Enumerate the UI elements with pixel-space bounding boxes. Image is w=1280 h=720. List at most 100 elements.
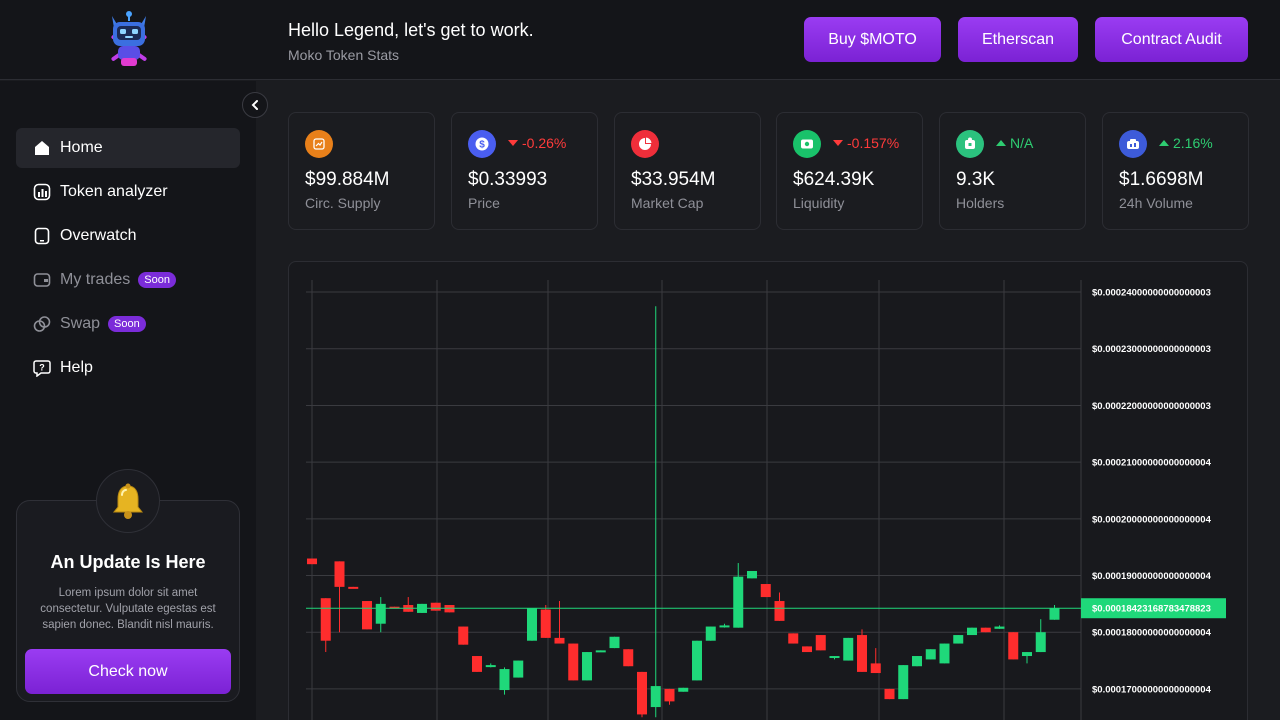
candle-down [334,561,345,587]
candle-up [719,625,730,628]
current-price-label: $0.00018423168783478823 [1092,604,1211,615]
svg-text:$: $ [479,140,485,151]
collapse-sidebar-button[interactable] [242,92,268,118]
chart-icon [32,182,52,202]
holders-icon [956,130,984,158]
stat-value: $33.954M [631,169,716,190]
buy-moto-button[interactable]: Buy $MOTO [804,17,941,62]
y-tick-label: $0.00022000000000000003 [1092,401,1211,412]
liquidity-change: -0.157% [833,135,899,151]
update-title: An Update Is Here [50,552,206,572]
etherscan-button[interactable]: Etherscan [958,17,1078,62]
candle-down [884,688,895,700]
change-value: -0.157% [847,135,900,151]
candle-down [857,635,867,672]
candle-down [568,643,579,681]
pie-icon [631,130,659,158]
candle-down [1008,632,1019,660]
candle-down [980,627,991,633]
update-description: Lorem ipsum dolor sit amet consectetur. … [40,587,216,631]
soon-badge: Soon [138,272,176,288]
stat-value: $624.39K [793,169,875,190]
candle-down [664,688,675,702]
candle-down [788,633,799,644]
greeting-text: Hello Legend, let's get to work. [288,20,534,40]
stat-value: 9.3K [956,169,996,190]
sidebar-item-label: Swap [60,315,101,332]
tablet-icon [32,226,52,246]
sidebar-item-swap[interactable]: Swap Soon [16,304,240,344]
svg-text:?: ? [39,363,45,373]
candle-down [637,671,647,715]
dollar-icon: $ [468,130,496,158]
arrow-down-icon [833,140,843,146]
candle-up [527,608,537,641]
candle-up [967,627,977,636]
sidebar-item-overwatch[interactable]: Overwatch [16,216,240,256]
sidebar-item-help[interactable]: ? Help [16,348,240,388]
candle-up [499,669,510,691]
candle-up [375,603,386,624]
candle-up [705,626,716,641]
y-tick-label: $0.00018000000000000004 [1092,628,1212,639]
price-change: -0.26% [508,135,566,151]
candle-up [650,686,661,708]
candle-up [925,649,936,660]
volume-icon [1119,130,1147,158]
candle-up [939,643,950,664]
stat-label: Price [468,195,500,211]
candle-down [802,646,812,653]
candle-up [609,636,620,649]
cash-icon [793,130,821,158]
candle-down [389,606,400,609]
page-subtitle: Moko Token Stats [288,47,400,63]
price-chart-panel[interactable]: $0.00024000000000000003 $0.00023000000000… [288,261,1248,720]
sidebar-item-my-trades[interactable]: My trades Soon [16,260,240,300]
sidebar-item-label: My trades [60,271,131,288]
wallet-icon [32,270,52,290]
arrow-up-icon [996,140,1006,146]
y-tick-label: $0.00023000000000000003 [1092,344,1211,355]
candle-up [692,640,702,681]
candle-down [430,602,441,611]
stat-value: $1.6698M [1119,169,1204,190]
candle-up [898,665,909,700]
candle-down [623,649,634,667]
stat-value: $0.33993 [468,169,548,190]
stat-card-price: $ -0.26% $0.33993 Price [451,112,598,230]
stat-card-circ-supply: $99.884M Circ. Supply [288,112,435,230]
arrow-up-icon [1159,140,1169,146]
y-tick-label: $0.00020000000000000004 [1092,514,1212,525]
volume-change: 2.16% [1159,135,1213,151]
check-now-button[interactable]: Check now [25,649,231,694]
sidebar-item-label: Help [60,359,93,376]
chevron-left-icon [251,100,258,110]
candle-up [912,656,922,667]
home-icon [32,138,52,158]
candle-down [348,586,359,589]
candle-up [953,635,964,644]
robot-logo-icon[interactable] [100,10,158,70]
y-tick-label: $0.00021000000000000004 [1092,458,1212,469]
change-value: -0.26% [522,135,567,151]
candle-down [320,598,331,641]
stat-card-liquidity: -0.157% $624.39K Liquidity [776,112,923,230]
stat-label: 24h Volume [1119,195,1193,211]
contract-audit-button[interactable]: Contract Audit [1095,17,1248,62]
bell-icon [96,469,160,533]
candle-up [747,570,757,579]
sidebar-item-label: Overwatch [60,227,137,244]
candle-down [540,609,551,638]
candle-down [760,584,771,598]
sidebar-item-token-analyzer[interactable]: Token analyzer [16,172,240,212]
top-bar: Hello Legend, let's get to work. Moko To… [0,0,1280,80]
candle-down [774,601,785,621]
candle-down [870,663,881,674]
soon-badge: Soon [108,316,146,332]
stat-card-holders: N/A 9.3K Holders [939,112,1086,230]
sidebar-item-home[interactable]: Home [16,128,240,168]
change-value: 2.16% [1173,135,1213,151]
holders-change: N/A [996,135,1033,151]
stat-label: Liquidity [793,195,845,211]
candlestick-chart[interactable]: $0.00024000000000000003 $0.00023000000000… [289,262,1248,720]
